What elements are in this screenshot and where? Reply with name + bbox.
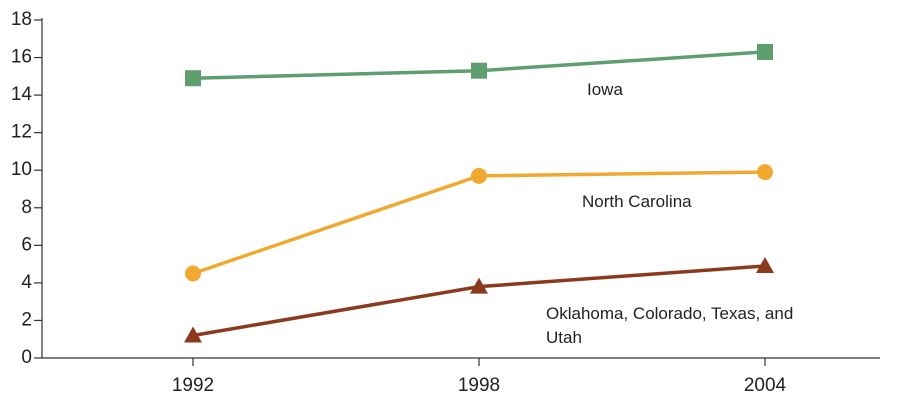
y-tick-label: 8: [21, 197, 32, 218]
y-tick-label: 18: [11, 9, 32, 30]
y-tick-label: 12: [11, 122, 32, 143]
marker: [185, 70, 201, 87]
y-tick-label: 14: [11, 84, 33, 105]
marker: [757, 164, 773, 181]
series-line: [192, 170, 766, 276]
y-tick-label: 6: [21, 234, 32, 255]
marker: [470, 277, 488, 294]
series-label: Iowa: [587, 80, 623, 99]
marker: [471, 167, 487, 184]
x-tick-label: 1998: [458, 375, 500, 396]
marker: [757, 43, 773, 60]
y-tick-label: 4: [21, 272, 32, 293]
marker: [471, 62, 487, 79]
marker: [184, 326, 202, 343]
x-tick-label: 2004: [744, 375, 787, 396]
y-tick-label: 2: [21, 309, 32, 330]
series-label: Oklahoma, Colorado, Texas, and Utah: [546, 304, 794, 347]
marker: [185, 265, 201, 282]
series-label: North Carolina: [582, 192, 692, 211]
y-tick-label: 16: [11, 47, 32, 68]
y-tick-label: 0: [21, 347, 32, 368]
marker: [756, 256, 774, 273]
y-tick-label: 10: [11, 159, 32, 180]
x-tick-label: 1992: [172, 375, 214, 396]
